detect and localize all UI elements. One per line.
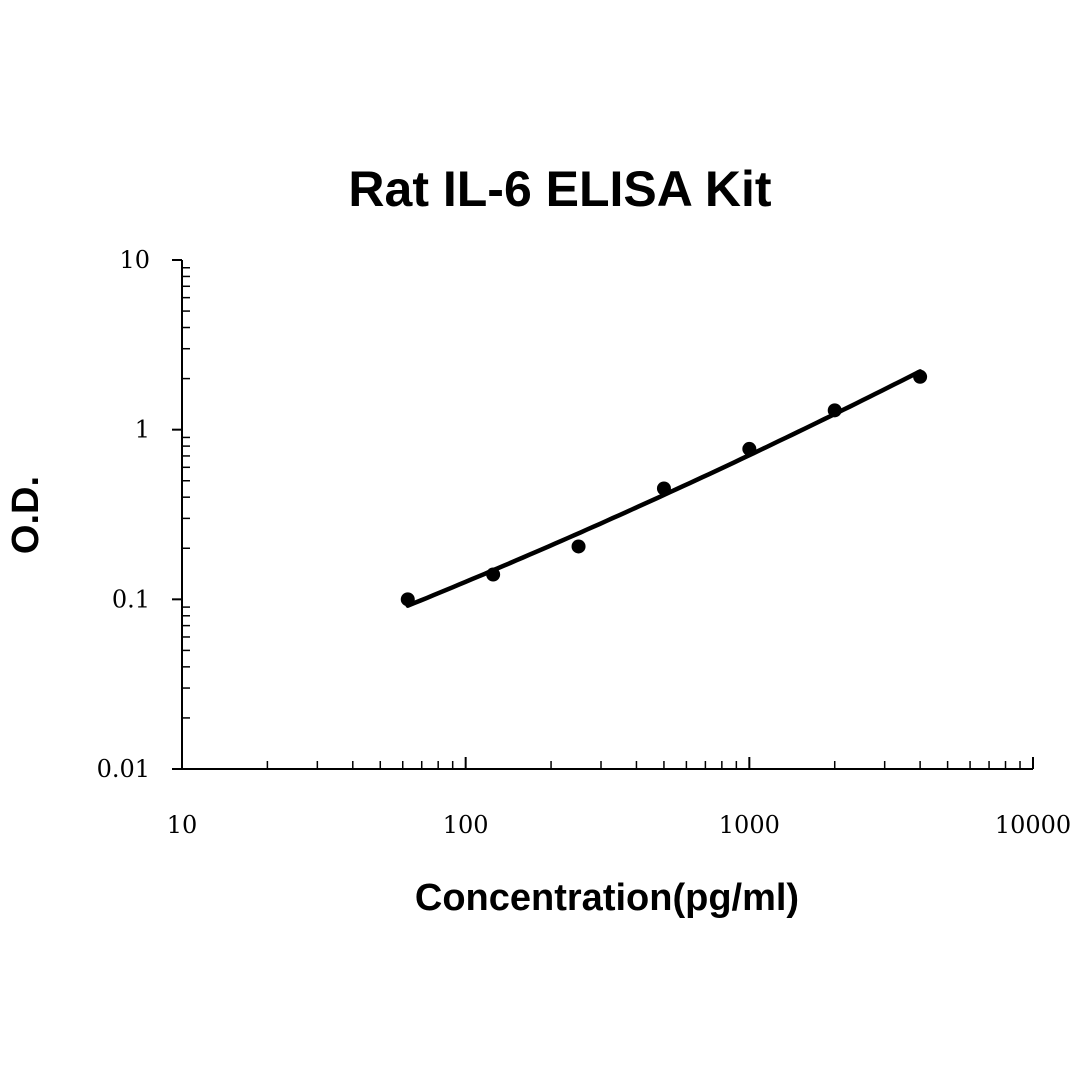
x-tick-label: 10 <box>167 811 198 839</box>
y-axis-label: O.D. <box>5 476 47 554</box>
y-tick-label: 0.01 <box>97 755 150 783</box>
data-point <box>571 539 586 554</box>
data-point <box>400 592 415 607</box>
y-tick-label: 0.1 <box>112 585 150 613</box>
x-tick-label: 1000 <box>719 811 780 839</box>
plot-area <box>181 260 1033 770</box>
y-axis-ticks: 0.01 0.1 1 10 <box>97 246 190 783</box>
x-axis-ticks: 10 100 1000 10000 <box>167 757 1071 839</box>
y-tick-label: 10 <box>119 246 150 274</box>
data-point <box>486 567 501 582</box>
chart-title: Rat IL-6 ELISA Kit <box>348 161 772 217</box>
data-point <box>656 481 671 496</box>
x-axis-label: Concentration(pg/ml) <box>415 877 799 919</box>
y-tick-label: 1 <box>135 416 150 444</box>
x-tick-label: 100 <box>443 811 489 839</box>
data-point <box>827 403 842 418</box>
data-point <box>913 369 928 384</box>
x-tick-label: 10000 <box>995 811 1071 839</box>
data-point <box>742 441 757 456</box>
